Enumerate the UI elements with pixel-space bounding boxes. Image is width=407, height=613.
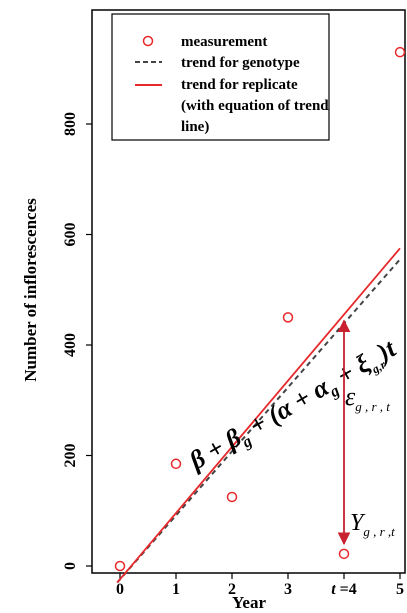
y-tick-label: 800 bbox=[62, 112, 79, 136]
measurement-point bbox=[282, 312, 294, 323]
measurement-point bbox=[114, 560, 126, 572]
x-tick-label: t =4 bbox=[331, 581, 357, 598]
y-tick-label: 0 bbox=[62, 562, 79, 570]
legend-label-replicate-2: (with equation of trend bbox=[181, 98, 329, 114]
x-tick-label: 3 bbox=[284, 581, 292, 598]
y-value-label: Yg , r ,t bbox=[350, 510, 395, 539]
y-tick-label: 600 bbox=[62, 223, 79, 247]
measurement-point bbox=[394, 46, 406, 58]
equation-sub-3: g,r bbox=[368, 357, 388, 377]
x-axis-label: Year bbox=[232, 593, 266, 612]
legend-label-replicate-3: line) bbox=[181, 119, 209, 135]
trend-replicate-line bbox=[116, 247, 401, 584]
x-axis: 0 1 2 3 t =4 5 bbox=[116, 573, 404, 598]
legend-marker-measurement bbox=[142, 35, 154, 47]
legend-label-genotype: trend for genotype bbox=[181, 55, 300, 71]
measurement-point bbox=[338, 548, 350, 560]
y-tick-label: 400 bbox=[62, 333, 79, 357]
y-tick-label: 200 bbox=[62, 444, 79, 468]
y-subscript: g , r ,t bbox=[363, 524, 395, 539]
y-axis: 0 200 400 600 800 bbox=[62, 112, 92, 570]
measurement-points bbox=[114, 46, 406, 572]
legend-box bbox=[111, 13, 330, 141]
x-tick-label: 5 bbox=[396, 581, 404, 598]
x-tick-label: 1 bbox=[172, 581, 180, 598]
legend-label-measurement: measurement bbox=[181, 34, 267, 50]
epsilon-symbol: ε bbox=[345, 382, 356, 411]
x-tick-label: 2 bbox=[228, 581, 236, 598]
y-axis-label: Number of inflorescences bbox=[21, 198, 40, 382]
y-symbol: Y bbox=[350, 510, 366, 536]
plot-frame bbox=[91, 9, 406, 574]
measurement-point bbox=[170, 458, 182, 470]
legend-label-replicate-1: trend for replicate bbox=[181, 77, 298, 93]
measurement-point bbox=[226, 491, 238, 503]
epsilon-subscript: g , r , t bbox=[355, 399, 390, 414]
x-tick-label: 0 bbox=[116, 581, 124, 598]
epsilon-label: εg , r , t bbox=[345, 382, 390, 414]
legend: measurement trend for genotype trend for… bbox=[111, 13, 330, 141]
